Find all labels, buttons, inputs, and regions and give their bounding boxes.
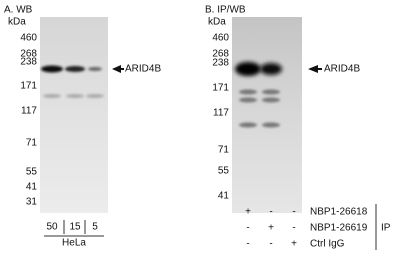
marker-label: 41 <box>218 191 230 202</box>
marker-label: 460 <box>20 33 37 44</box>
faint-band <box>239 89 257 95</box>
ip-sign: - <box>292 223 295 234</box>
lane-label: 5 <box>92 222 98 233</box>
band <box>41 65 63 73</box>
sample-label: HeLa <box>62 238 86 249</box>
blot <box>232 17 302 213</box>
ip-sign: - <box>246 239 249 250</box>
marker-label: 171 <box>20 81 37 92</box>
marker-label: 71 <box>26 138 38 149</box>
blot <box>40 17 108 213</box>
target-label: ARID4B <box>324 64 360 75</box>
panel-title: A. WB <box>4 5 33 16</box>
ip-sign: - <box>269 207 272 218</box>
ip-sign: - <box>246 223 249 234</box>
band <box>88 67 102 71</box>
antibody-label: NBP1-26619 <box>310 223 368 234</box>
marker-label: 117 <box>213 108 229 119</box>
marker-label: 117 <box>21 106 37 117</box>
ip-sign: + <box>268 223 274 234</box>
marker-label: 460 <box>212 33 229 44</box>
marker-label: 268 <box>20 49 37 60</box>
lane-label: 50 <box>46 222 58 233</box>
faint-band <box>262 97 280 103</box>
unit-label: kDa <box>8 17 26 28</box>
arrow <box>112 65 124 73</box>
arrow <box>308 65 322 73</box>
faint-band <box>43 94 61 98</box>
faint-band <box>262 89 280 95</box>
band <box>65 66 85 72</box>
ip-sign: + <box>245 207 251 218</box>
ip-label: IP <box>381 223 391 234</box>
marker-label: 71 <box>218 145 230 156</box>
faint-band <box>262 122 280 128</box>
faint-band <box>86 94 104 98</box>
ip-sign: - <box>292 207 295 218</box>
marker-label: 171 <box>212 83 229 94</box>
antibody-label: Ctrl IgG <box>310 239 345 250</box>
faint-band <box>239 122 257 128</box>
faint-band <box>66 94 84 98</box>
ip-sign: + <box>291 239 297 250</box>
antibody-label: NBP1-26618 <box>310 207 368 218</box>
band <box>260 63 282 75</box>
marker-label: 238 <box>212 58 229 69</box>
unit-label: kDa <box>208 17 226 28</box>
marker-label: 55 <box>26 167 38 178</box>
panel-title: B. IP/WB <box>205 5 246 16</box>
marker-label: 268 <box>212 49 229 60</box>
ip-sign: - <box>269 239 272 250</box>
marker-label: 41 <box>26 182 38 193</box>
band <box>235 62 261 76</box>
target-label: ARID4B <box>125 64 161 75</box>
lane-label: 15 <box>69 222 81 233</box>
marker-label: 31 <box>26 197 38 208</box>
marker-label: 55 <box>218 166 230 177</box>
marker-label: 238 <box>20 57 37 68</box>
faint-band <box>239 97 257 103</box>
